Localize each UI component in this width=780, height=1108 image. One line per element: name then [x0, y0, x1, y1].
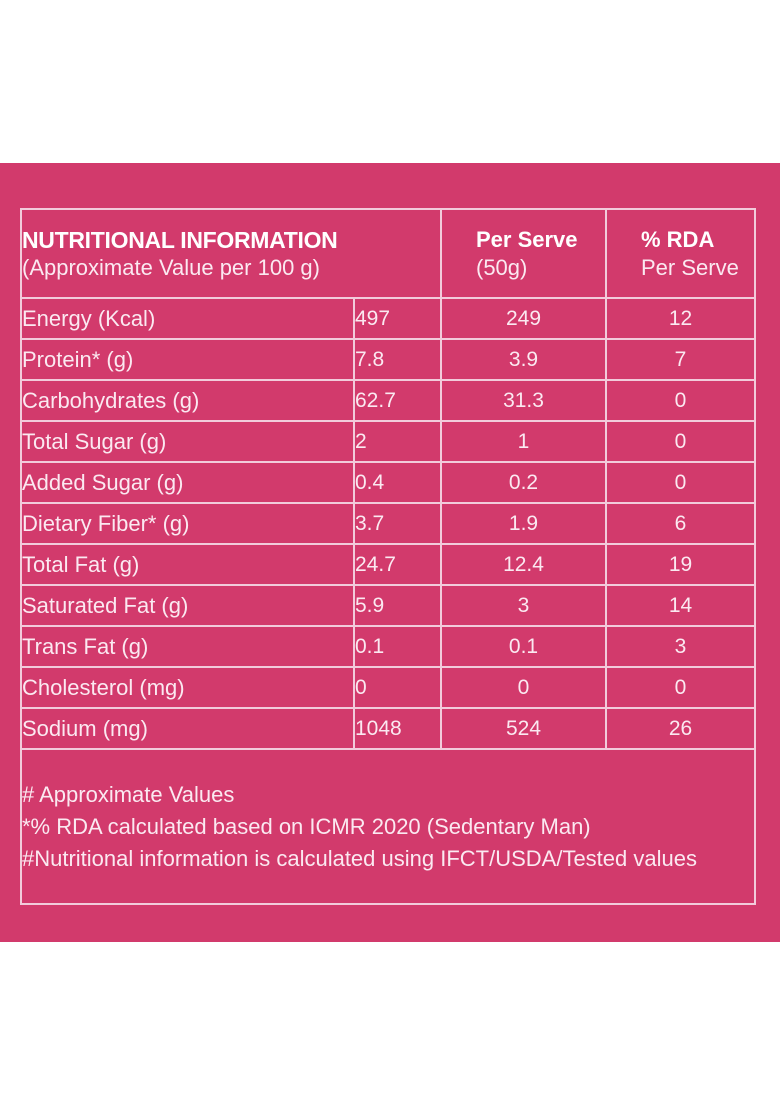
footnotes-row: # Approximate Values *% RDA calculated b…	[20, 748, 756, 905]
nutrient-label: Carbohydrates (g)	[20, 379, 355, 422]
table-row: Added Sugar (g) 0.4 0.2 0	[20, 461, 756, 504]
footnotes-cell: # Approximate Values *% RDA calculated b…	[20, 748, 756, 905]
header-cell-title: NUTRITIONAL INFORMATION (Approximate Val…	[20, 208, 442, 299]
table-subtitle: (Approximate Value per 100 g)	[22, 254, 320, 280]
nutrient-label: Protein* (g)	[20, 338, 355, 381]
value-per-serve: 1	[440, 420, 607, 463]
value-per-100g: 24.7	[353, 543, 442, 586]
value-per-serve: 249	[440, 297, 607, 340]
value-per-100g: 1048	[353, 707, 442, 750]
value-per-serve: 1.9	[440, 502, 607, 545]
per-serve-amount: (50g)	[476, 254, 528, 280]
value-rda: 0	[605, 420, 756, 463]
value-per-serve: 31.3	[440, 379, 607, 422]
value-rda: 0	[605, 379, 756, 422]
table-row: Total Sugar (g) 2 1 0	[20, 420, 756, 463]
table-row: Saturated Fat (g) 5.9 3 14	[20, 584, 756, 627]
value-per-serve: 0.2	[440, 461, 607, 504]
nutrient-label: Dietary Fiber* (g)	[20, 502, 355, 545]
header-cell-per-serve: Per Serve (50g)	[440, 208, 607, 299]
value-rda: 6	[605, 502, 756, 545]
value-rda: 14	[605, 584, 756, 627]
nutritional-information-table: NUTRITIONAL INFORMATION (Approximate Val…	[20, 208, 756, 905]
value-per-100g: 497	[353, 297, 442, 340]
nutrient-label: Added Sugar (g)	[20, 461, 355, 504]
header-cell-rda: % RDA Per Serve	[605, 208, 756, 299]
nutrition-panel: NUTRITIONAL INFORMATION (Approximate Val…	[0, 163, 780, 942]
nutrient-label: Total Sugar (g)	[20, 420, 355, 463]
nutrient-label: Sodium (mg)	[20, 707, 355, 750]
value-per-serve: 3.9	[440, 338, 607, 381]
value-per-serve: 524	[440, 707, 607, 750]
table-header-row: NUTRITIONAL INFORMATION (Approximate Val…	[20, 208, 756, 299]
value-rda: 3	[605, 625, 756, 668]
value-per-serve: 3	[440, 584, 607, 627]
value-per-100g: 3.7	[353, 502, 442, 545]
footnote-approximate-values: # Approximate Values	[22, 781, 235, 807]
rda-header: % RDA	[641, 226, 715, 252]
table-row: Total Fat (g) 24.7 12.4 19	[20, 543, 756, 586]
table-row: Trans Fat (g) 0.1 0.1 3	[20, 625, 756, 668]
value-per-100g: 7.8	[353, 338, 442, 381]
value-rda: 19	[605, 543, 756, 586]
value-per-100g: 0	[353, 666, 442, 709]
value-per-serve: 0.1	[440, 625, 607, 668]
nutrient-label: Cholesterol (mg)	[20, 666, 355, 709]
value-per-serve: 12.4	[440, 543, 607, 586]
value-per-100g: 0.1	[353, 625, 442, 668]
value-per-100g: 0.4	[353, 461, 442, 504]
value-rda: 0	[605, 461, 756, 504]
table-title: NUTRITIONAL INFORMATION	[22, 226, 338, 253]
table-row: Protein* (g) 7.8 3.9 7	[20, 338, 756, 381]
value-per-100g: 5.9	[353, 584, 442, 627]
value-per-100g: 2	[353, 420, 442, 463]
table-row: Energy (Kcal) 497 249 12	[20, 297, 756, 340]
value-per-100g: 62.7	[353, 379, 442, 422]
per-serve-header: Per Serve	[476, 226, 578, 252]
nutrient-label: Total Fat (g)	[20, 543, 355, 586]
footnote-calculation-source: #Nutritional information is calculated u…	[22, 845, 697, 871]
value-rda: 26	[605, 707, 756, 750]
rda-subheader: Per Serve	[641, 254, 739, 280]
table-row: Carbohydrates (g) 62.7 31.3 0	[20, 379, 756, 422]
nutrient-label: Saturated Fat (g)	[20, 584, 355, 627]
value-rda: 7	[605, 338, 756, 381]
footnote-rda-basis: *% RDA calculated based on ICMR 2020 (Se…	[22, 813, 591, 839]
value-rda: 0	[605, 666, 756, 709]
nutrient-label: Trans Fat (g)	[20, 625, 355, 668]
table-row: Cholesterol (mg) 0 0 0	[20, 666, 756, 709]
table-row: Dietary Fiber* (g) 3.7 1.9 6	[20, 502, 756, 545]
value-per-serve: 0	[440, 666, 607, 709]
value-rda: 12	[605, 297, 756, 340]
nutrient-label: Energy (Kcal)	[20, 297, 355, 340]
table-row: Sodium (mg) 1048 524 26	[20, 707, 756, 750]
